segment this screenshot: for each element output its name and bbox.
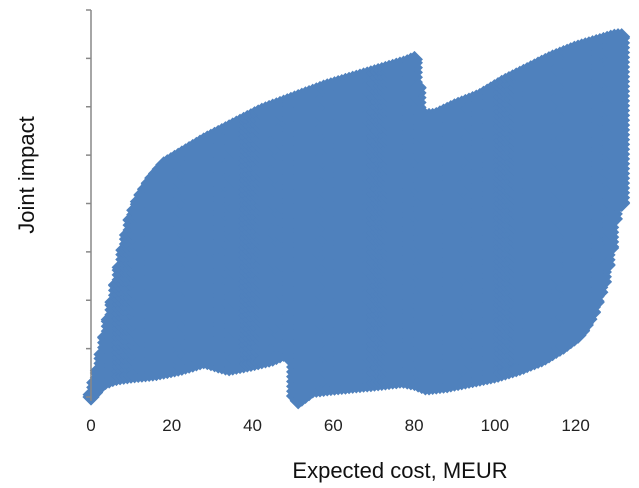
data-points: [82, 28, 631, 410]
